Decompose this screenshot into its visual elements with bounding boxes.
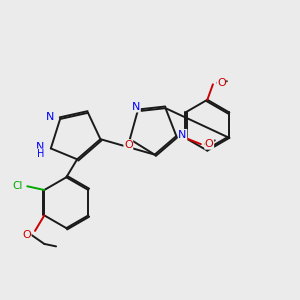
Text: Cl: Cl (13, 181, 23, 190)
Text: H: H (37, 149, 44, 159)
Text: N: N (178, 130, 187, 140)
Text: O: O (217, 78, 226, 88)
Text: O: O (22, 230, 31, 240)
Text: O: O (124, 140, 133, 150)
Text: N: N (36, 142, 44, 152)
Text: N: N (132, 102, 140, 112)
Text: N: N (46, 112, 55, 122)
Text: O: O (205, 139, 214, 149)
